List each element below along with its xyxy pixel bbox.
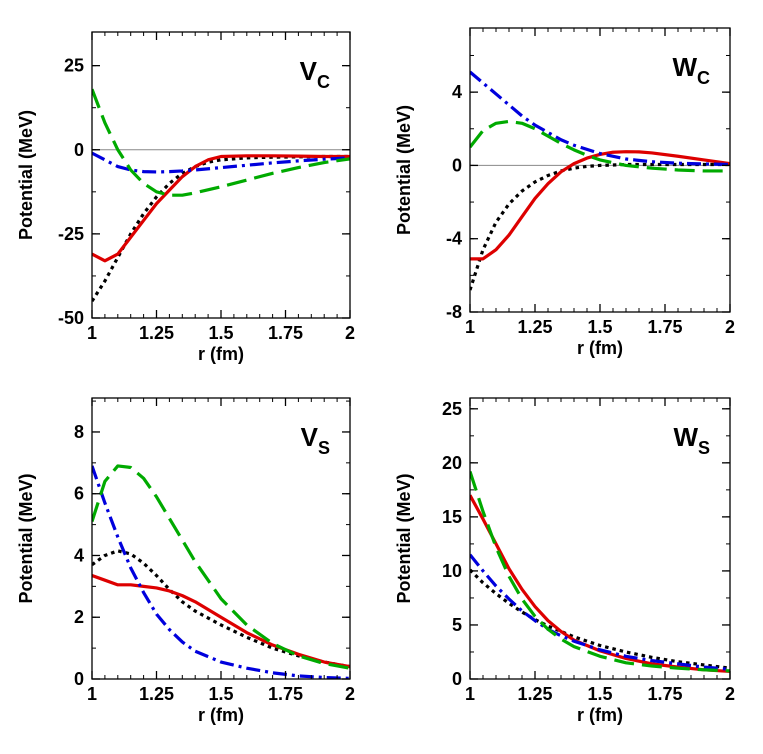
- panel-label: WS: [673, 422, 710, 458]
- series-line-dotted: [92, 154, 350, 303]
- series-line-dotted: [470, 568, 730, 670]
- panel-vc: 1 1.25 1.5 1.75 2 -50 -25 0 25 r (fm) Potential (M…: [16, 31, 355, 364]
- x-axis-title: r (fm): [198, 344, 244, 364]
- panel-label: VC: [300, 56, 330, 92]
- series-group: [92, 464, 350, 679]
- series-line-dashed: [470, 470, 730, 673]
- y-tick-label: 25: [442, 399, 462, 419]
- x-axis-title: r (fm): [198, 705, 244, 725]
- series-line-dashed: [92, 88, 350, 197]
- y-tick-label: 6: [74, 484, 84, 504]
- y-tick-label: 8: [74, 422, 84, 442]
- y-tick-label: -50: [58, 308, 84, 328]
- panel-label-subscript: C: [697, 68, 710, 88]
- x-tick-label: 1.75: [647, 317, 682, 337]
- x-tick-label: 1.25: [517, 684, 552, 704]
- series-line-solid: [470, 150, 730, 261]
- x-tick-label: 1: [87, 684, 97, 704]
- series-group: [92, 88, 350, 303]
- x-axis-title: r (fm): [577, 338, 623, 358]
- series-line-dashdot: [92, 465, 350, 679]
- series-line-solid: [92, 574, 350, 669]
- y-tick-label: 2: [74, 607, 84, 627]
- y-tick-label: 0: [452, 155, 462, 175]
- panel-vs: 1 1.25 1.5 1.75 2 0 2 4 6 8 r (fm) Potential (MeV) V…: [16, 397, 355, 725]
- panel-label-subscript: C: [317, 72, 330, 92]
- x-tick-label: 1.5: [587, 317, 612, 337]
- x-tick-label: 1.75: [647, 684, 682, 704]
- y-tick-label: 4: [74, 545, 84, 565]
- x-tick-label: 1.25: [517, 317, 552, 337]
- y-tick-label: 5: [452, 615, 462, 635]
- x-tick-label: 1.25: [139, 684, 174, 704]
- x-tick-label: 2: [725, 317, 735, 337]
- series-line-dashdot: [470, 553, 730, 671]
- y-axis-title: Potential (MeV): [394, 473, 414, 603]
- y-tick-label: -25: [58, 224, 84, 244]
- series-line-dashdot: [92, 151, 350, 174]
- x-tick-label: 1: [87, 323, 97, 343]
- y-tick-label: 4: [452, 82, 462, 102]
- x-tick-label: 1.75: [268, 323, 303, 343]
- x-tick-label: 2: [345, 323, 355, 343]
- y-axis-title: Potential (MeV): [394, 105, 414, 235]
- y-tick-label: 25: [64, 56, 84, 76]
- series-group: [470, 470, 730, 674]
- series-line-dashed: [470, 119, 730, 173]
- panel-label-main: W: [673, 422, 698, 452]
- y-tick-label: -4: [446, 229, 462, 249]
- panel-label-main: W: [672, 52, 697, 82]
- x-tick-label: 1: [465, 317, 475, 337]
- x-tick-label: 1.5: [587, 684, 612, 704]
- series-line-dashdot: [470, 70, 730, 167]
- x-tick-label: 1.75: [268, 684, 303, 704]
- series-line-solid: [470, 494, 730, 674]
- panel-label: WC: [672, 52, 710, 88]
- y-tick-label: 10: [442, 561, 462, 581]
- series-line-dotted: [470, 162, 730, 291]
- y-tick-label: 20: [442, 453, 462, 473]
- series-line-dashed: [92, 464, 350, 670]
- y-tick-label: 0: [74, 669, 84, 689]
- x-tick-label: 2: [725, 684, 735, 704]
- y-tick-label: -8: [446, 302, 462, 322]
- y-axis-title: Potential (MeV): [16, 473, 36, 603]
- y-axis-title: Potential (MeV): [16, 110, 36, 240]
- x-axis-title: r (fm): [577, 705, 623, 725]
- x-tick-label: 2: [345, 684, 355, 704]
- x-tick-label: 1.5: [208, 684, 233, 704]
- x-tick-label: 1.5: [208, 323, 233, 343]
- panel-label-main: V: [301, 422, 319, 452]
- panel-wc: 1 1.25 1.5 1.75 2 -8 -4 0 4 r (fm) Potential (MeV)…: [394, 27, 735, 358]
- panel-label-main: V: [300, 56, 318, 86]
- x-tick-label: 1: [465, 684, 475, 704]
- y-tick-label: 15: [442, 507, 462, 527]
- y-tick-label: 0: [74, 140, 84, 160]
- panel-label-subscript: S: [698, 438, 710, 458]
- series-group: [470, 70, 730, 291]
- panel-label: VS: [301, 422, 330, 458]
- y-tick-label: 0: [452, 669, 462, 689]
- panel-label-subscript: S: [318, 438, 330, 458]
- x-tick-label: 1.25: [139, 323, 174, 343]
